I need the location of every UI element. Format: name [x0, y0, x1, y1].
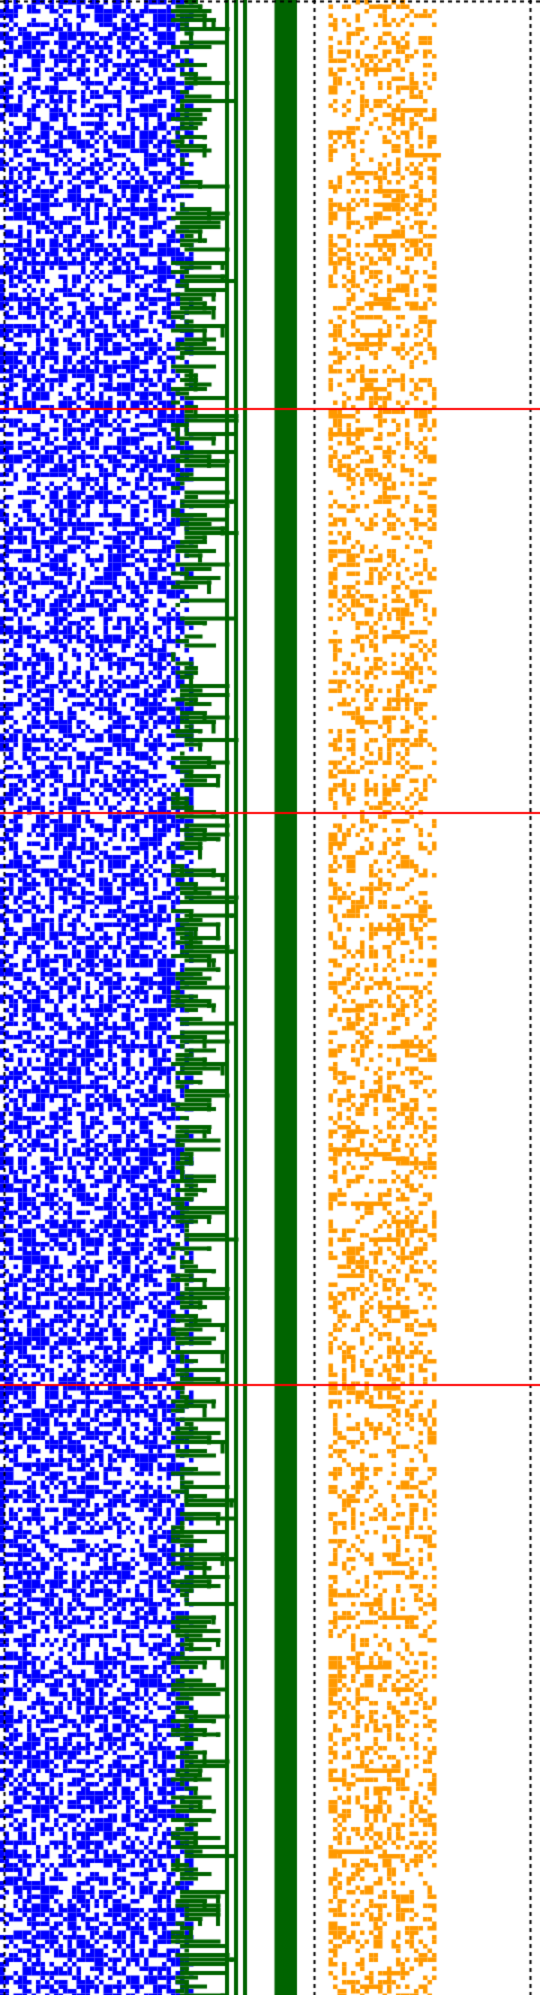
heatmap-visualization — [0, 0, 540, 1995]
heatmap-canvas — [0, 0, 540, 1995]
